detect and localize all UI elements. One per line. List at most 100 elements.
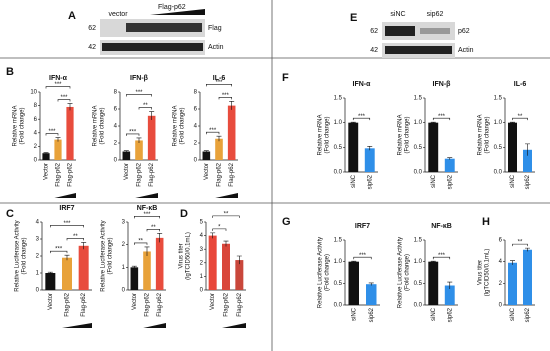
x-tick-label: Flag-p62 (81, 292, 87, 316)
significance-label: * (218, 224, 221, 230)
blot-band (102, 43, 203, 51)
bar (78, 245, 89, 290)
y-tick-label: 0.0 (334, 303, 343, 309)
blot-band (385, 46, 452, 54)
y-axis-label: Relative mRNA (93, 105, 99, 146)
blot-a: vector Flag-p62 62 42 Flag Actin (88, 4, 224, 55)
y-tick-label: 0.0 (414, 303, 423, 309)
y-axis-label: (Fold change) (22, 237, 28, 274)
bar (147, 115, 156, 160)
bar (45, 273, 56, 290)
y-axis-label: (Fold change) (405, 116, 411, 153)
panel-label: H (482, 216, 490, 228)
y-tick-label: 1 (200, 274, 204, 280)
x-tick-label: Vector (132, 293, 138, 310)
error-bar (229, 101, 235, 110)
lane-label: Flag-p62 (158, 4, 186, 11)
y-tick-label: 8 (34, 103, 38, 109)
x-tick-label: sip62 (447, 174, 453, 189)
significance-bracket (212, 215, 240, 218)
error-bar (216, 135, 222, 142)
y-tick-label: 6 (194, 107, 198, 113)
significance-label: *** (359, 253, 367, 259)
error-bar (203, 150, 209, 153)
chart-title: IRF7 (355, 223, 370, 230)
y-axis-label: (Fold change) (100, 107, 106, 144)
y-axis-label: (Fold change) (405, 254, 411, 291)
significance-bracket (134, 216, 160, 219)
y-tick-label: 2 (499, 281, 503, 287)
y-tick-label: 0 (114, 158, 118, 164)
y-axis-label: (lgTCID50/0.1mL) (186, 232, 192, 280)
y-tick-label: 0.0 (494, 170, 503, 176)
y-tick-label: 2 (200, 260, 204, 266)
panel-label: C (6, 208, 14, 220)
bar (122, 151, 131, 160)
y-tick-label: 0.0 (334, 170, 343, 176)
y-tick-label: 0 (122, 288, 126, 294)
panel-label: B (6, 66, 14, 78)
y-axis-label: (lgTCID50/0.1mL) (485, 249, 491, 297)
x-tick-label: sip62 (367, 174, 373, 189)
bar (202, 151, 211, 160)
significance-label: *** (54, 82, 62, 88)
chart-title: IFN-β (130, 75, 149, 82)
bar (208, 235, 217, 290)
significance-bracket (57, 99, 71, 102)
wedge (143, 323, 166, 328)
error-bar (47, 271, 53, 274)
y-axis-label: Relative Luciferase Activity (398, 237, 404, 308)
significance-label: *** (215, 80, 223, 86)
bar (444, 158, 455, 172)
y-tick-label: 4 (34, 130, 38, 136)
error-bar (210, 232, 216, 239)
blot-band (126, 23, 202, 32)
marker-label: 42 (88, 44, 96, 51)
x-tick-label: siNC (431, 307, 437, 321)
wedge (150, 9, 205, 15)
y-tick-label: 1.0 (334, 259, 343, 265)
significance-bracket (218, 97, 232, 100)
error-bar (144, 246, 150, 256)
significance-bracket (206, 131, 220, 135)
x-tick-label: Vector (210, 293, 216, 310)
lane-label: vector (108, 11, 128, 18)
y-tick-label: 0.5 (334, 281, 343, 287)
y-tick-label: 2 (122, 242, 126, 248)
x-tick-label: Vector (44, 163, 50, 180)
bar (66, 106, 74, 160)
y-tick-label: 1.0 (414, 259, 423, 265)
x-tick-label: sip62 (369, 307, 375, 322)
x-tick-label: Flag-p62 (68, 162, 74, 186)
error-bar (157, 233, 163, 243)
y-tick-label: 2 (36, 254, 40, 260)
y-tick-label: 4 (499, 259, 503, 265)
bar (508, 122, 517, 172)
y-tick-label: 1.0 (334, 120, 343, 126)
error-bar (350, 121, 356, 124)
band-label: Flag (208, 25, 222, 32)
x-tick-label: siNC (351, 307, 357, 321)
y-axis-label: Relative Luciferase Activity (318, 237, 324, 308)
y-axis-label: Relative mRNA (398, 114, 404, 155)
wedge (54, 193, 76, 198)
significance-label: *** (438, 114, 446, 120)
x-tick-label: Flag-p62 (224, 292, 230, 316)
x-tick-label: sip62 (447, 307, 453, 322)
bar (444, 285, 455, 305)
marker-label: 62 (88, 25, 96, 32)
significance-bracket (45, 86, 71, 89)
significance-label: *** (135, 90, 143, 96)
wedge (135, 193, 158, 198)
y-tick-label: 0.5 (414, 281, 423, 287)
x-tick-label: Flag-p62 (237, 292, 243, 316)
significance-bracket (50, 225, 84, 228)
error-bar (525, 247, 530, 252)
bar (366, 284, 377, 305)
y-tick-label: 8 (194, 90, 198, 96)
wedge (62, 323, 92, 328)
y-tick-label: 0 (36, 288, 40, 294)
y-axis-label: Relative mRNA (318, 114, 324, 155)
significance-bracket (353, 256, 372, 260)
